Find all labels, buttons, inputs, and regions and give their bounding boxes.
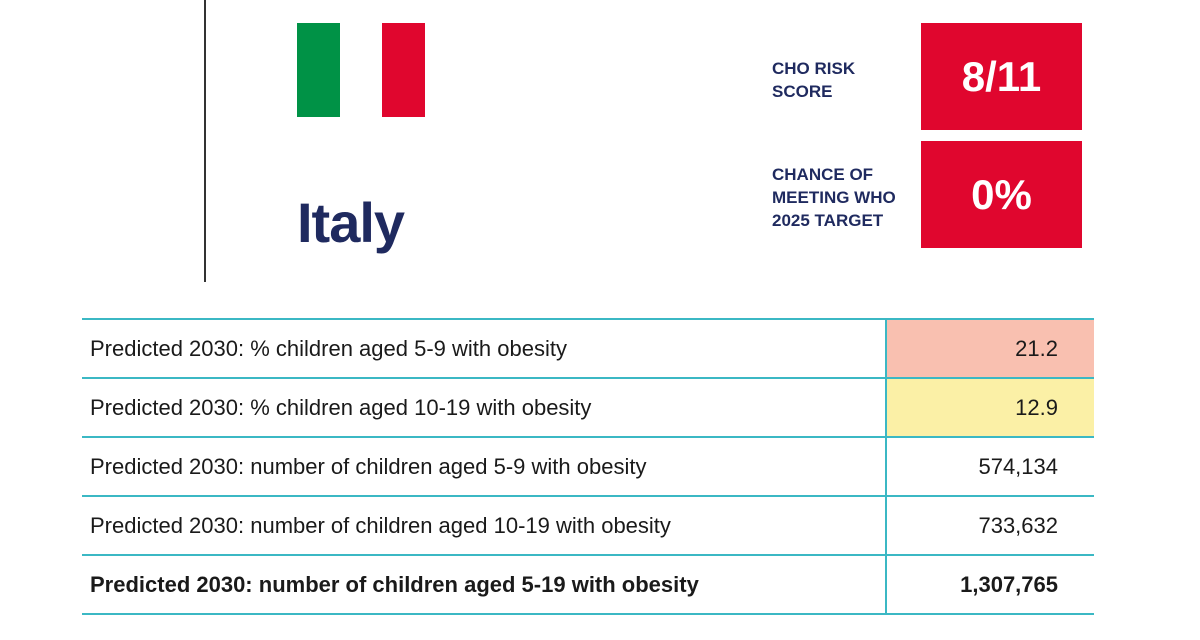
risk-score-value: 8/11 xyxy=(921,23,1082,130)
risk-score-label-line: CHO RISK xyxy=(772,59,856,78)
target-chance-label: CHANCE OF MEETING WHO 2025 TARGET xyxy=(772,163,896,232)
table-row: Predicted 2030: % children aged 10-19 wi… xyxy=(82,377,1094,438)
table-row: Predicted 2030: number of children aged … xyxy=(82,495,1094,556)
target-chance-label-line: MEETING WHO xyxy=(772,188,896,207)
flag-stripe-white xyxy=(339,23,383,117)
row-label: Predicted 2030: number of children aged … xyxy=(82,436,886,497)
target-chance-value: 0% xyxy=(921,141,1082,248)
target-chance-label-line: CHANCE OF xyxy=(772,165,874,184)
table-row: Predicted 2030: number of children aged … xyxy=(82,436,1094,497)
row-value: 1,307,765 xyxy=(885,554,1094,615)
row-value: 574,134 xyxy=(885,436,1094,497)
flag-stripe-green xyxy=(297,23,340,117)
obesity-predictions-table: Predicted 2030: % children aged 5-9 with… xyxy=(82,318,1094,615)
flag-stripe-red xyxy=(382,23,426,117)
row-label: Predicted 2030: number of children aged … xyxy=(82,554,886,615)
row-value: 733,632 xyxy=(885,495,1094,556)
row-label: Predicted 2030: % children aged 10-19 wi… xyxy=(82,377,886,438)
target-chance-label-line: 2025 TARGET xyxy=(772,211,884,230)
row-label: Predicted 2030: number of children aged … xyxy=(82,495,886,556)
row-label: Predicted 2030: % children aged 5-9 with… xyxy=(82,318,886,379)
table-row: Predicted 2030: % children aged 5-9 with… xyxy=(82,318,1094,379)
row-value: 12.9 xyxy=(885,377,1094,438)
italy-flag-icon xyxy=(297,23,426,117)
vertical-divider xyxy=(204,0,206,282)
risk-score-label-line: SCORE xyxy=(772,82,833,101)
country-name: Italy xyxy=(297,191,405,254)
table-row-total: Predicted 2030: number of children aged … xyxy=(82,554,1094,615)
row-value: 21.2 xyxy=(885,318,1094,379)
risk-score-label: CHO RISK SCORE xyxy=(772,57,855,103)
